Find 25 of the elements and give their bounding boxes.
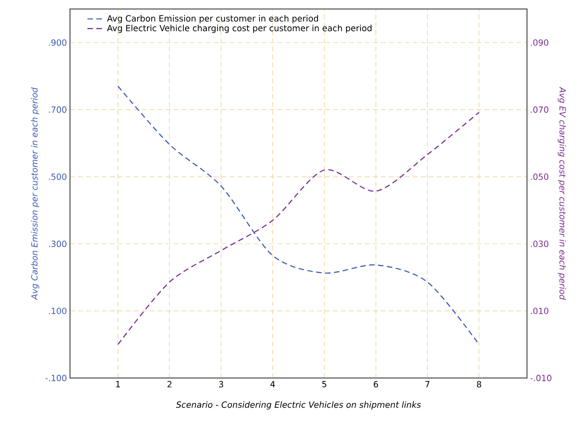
y-tick-label: -.100: [45, 374, 66, 382]
x-tick-label: 4: [270, 381, 275, 388]
x-tick-label: 1: [116, 381, 120, 388]
x-tick-label: 5: [322, 381, 326, 388]
y-tick-label: .700: [49, 106, 66, 113]
y2-tick-label: .050: [530, 174, 548, 180]
y-tick-label: .500: [49, 174, 66, 180]
y2-tick-label: .010: [530, 308, 548, 314]
y2-tick-label: -.010: [530, 374, 552, 382]
y-tick-label: .900: [49, 39, 66, 46]
y2-tick-label: .070: [530, 106, 548, 113]
y2-tick-label: .090: [530, 39, 548, 46]
y-axis-title: Avg Carbon Emission per customer in each period: [31, 87, 40, 300]
x-tick-label: 2: [167, 381, 172, 388]
legend-label: Avg Carbon Emission per customer in each period: [107, 15, 318, 24]
x-tick-label: 8: [476, 381, 482, 388]
legend-label: Avg Electric Vehicle charging cost per customer in each period: [107, 24, 372, 33]
x-tick-label: 7: [425, 381, 430, 388]
y-tick-label: .100: [49, 308, 66, 314]
x-tick-label: 3: [219, 381, 224, 388]
x-tick-label: 6: [374, 381, 378, 388]
x-axis-title: Scenario - Considering Electric Vehicles on shipment links: [176, 401, 421, 410]
y2-axis-title: Avg EV charging cost per customer in each period: [558, 86, 566, 300]
y-tick-label: .300: [49, 240, 66, 248]
y2-tick-label: .030: [530, 240, 548, 248]
